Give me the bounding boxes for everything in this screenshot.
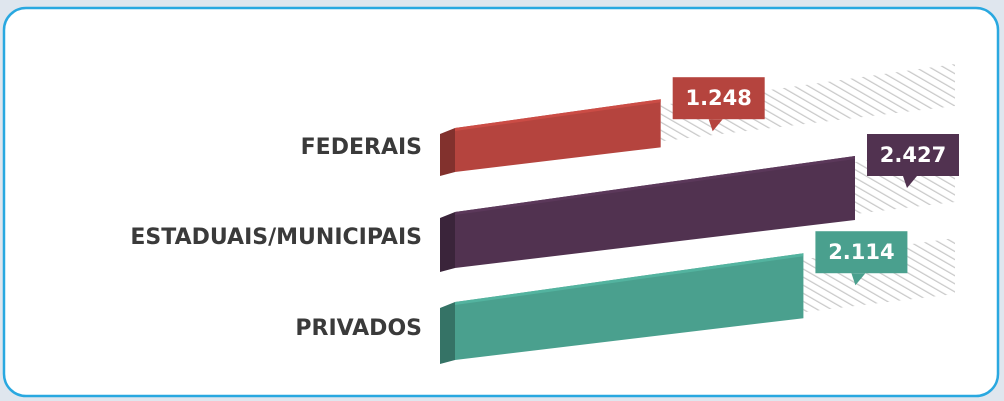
value-callout (815, 231, 908, 274)
bar (455, 253, 804, 360)
value-callout (867, 134, 959, 176)
bar (455, 99, 661, 172)
bar-cap (440, 212, 455, 272)
value-label: 1.248 (685, 86, 751, 110)
bar-top (455, 99, 661, 131)
hatch-band (660, 64, 955, 142)
value-callout (672, 77, 765, 120)
callout-pointer (903, 176, 917, 188)
callout-pointer (851, 273, 866, 286)
bar-top (455, 156, 855, 215)
bar-cap (440, 302, 455, 364)
category-label: FEDERAIS (301, 135, 422, 160)
bar (455, 156, 855, 268)
category-label: PRIVADOS (295, 316, 422, 341)
value-label: 2.114 (828, 240, 894, 264)
bar-cap (440, 128, 455, 176)
bar-top (455, 253, 804, 305)
category-label: ESTADUAIS/MUNICIPAIS (130, 225, 422, 250)
value-label: 2.427 (880, 143, 946, 167)
callout-pointer (708, 119, 723, 132)
